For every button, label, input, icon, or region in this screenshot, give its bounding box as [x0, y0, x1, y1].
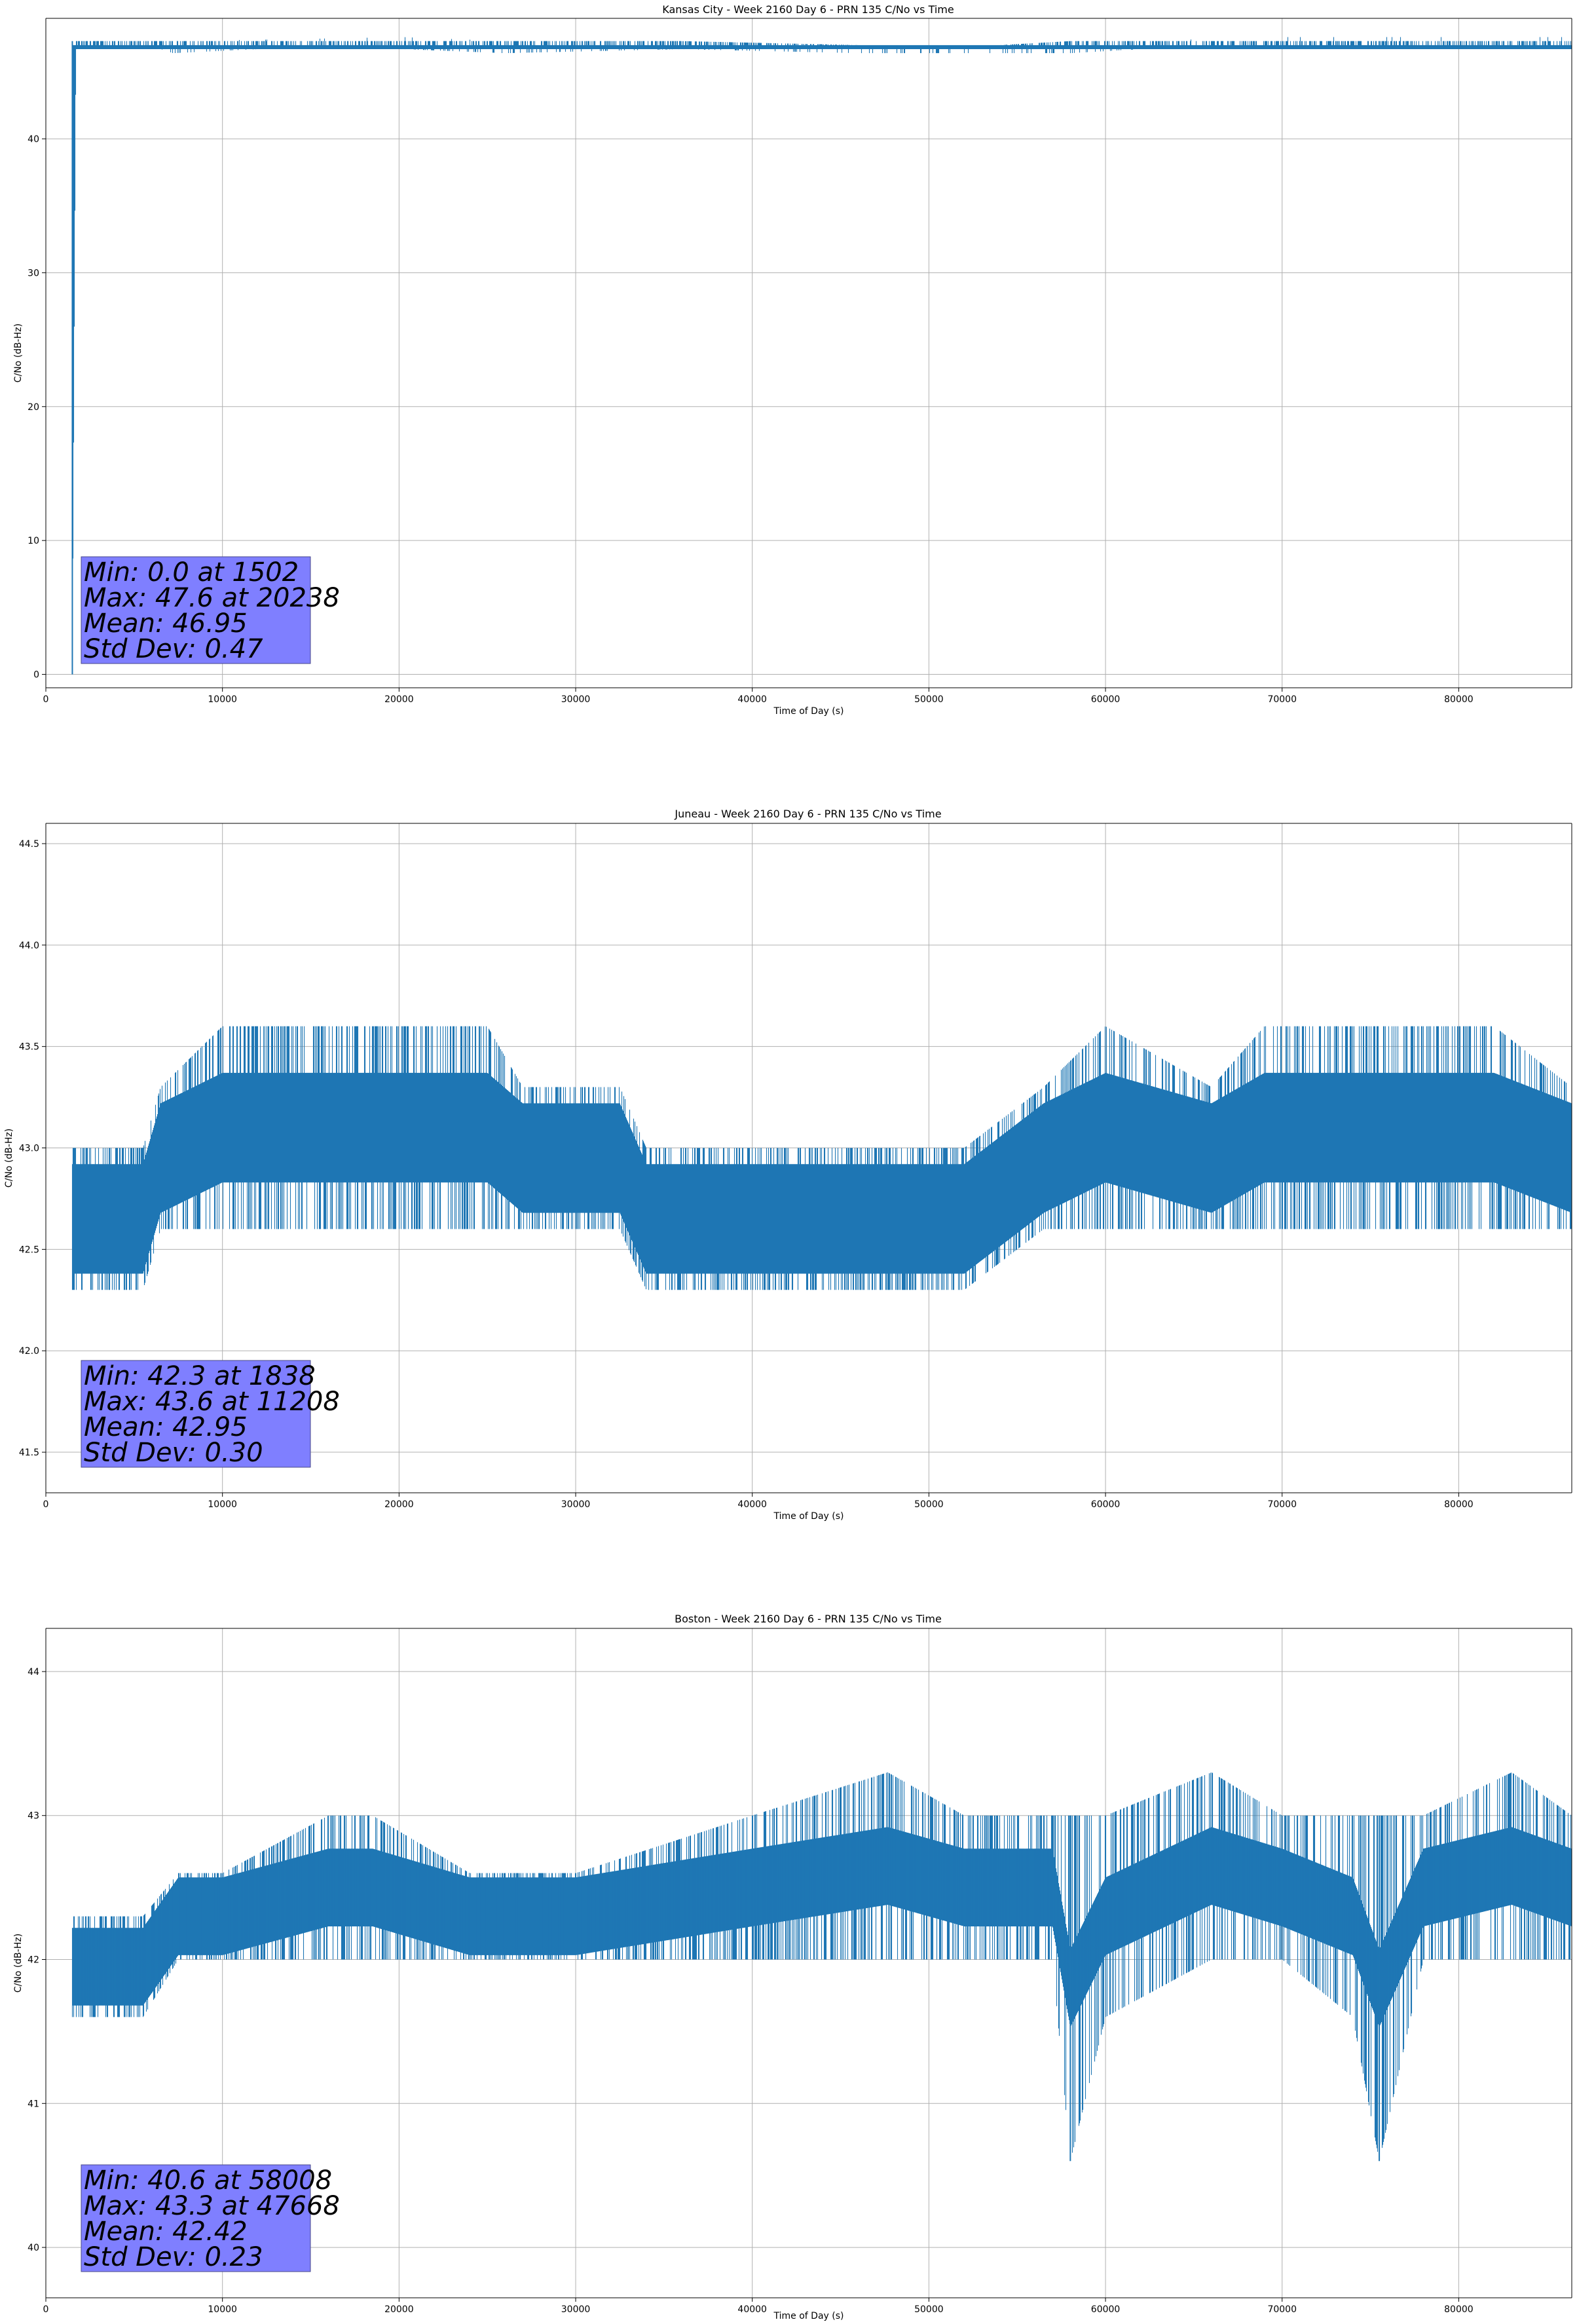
- y-tick-label: 42.0: [19, 1346, 39, 1357]
- chart-juneau: Juneau - Week 2160 Day 6 - PRN 135 C/No …: [4, 808, 1572, 1522]
- stats-max: Max: 47.6 at 20238: [84, 583, 340, 613]
- chart-kansas-city: Kansas City - Week 2160 Day 6 - PRN 135 …: [13, 3, 1572, 717]
- x-axis-label: Time of Day (s): [773, 706, 844, 717]
- x-tick-label: 40000: [737, 1499, 767, 1510]
- x-axis-label: Time of Day (s): [773, 1511, 844, 1522]
- x-tick-label: 50000: [914, 1499, 944, 1510]
- y-tick-label: 41.5: [19, 1448, 39, 1458]
- x-tick-label: 60000: [1091, 694, 1121, 705]
- x-tick-label: 20000: [384, 694, 414, 705]
- x-tick-label: 20000: [384, 1499, 414, 1510]
- stats-box: [81, 1360, 311, 1468]
- y-tick-label: 10: [28, 536, 39, 546]
- y-tick-label: 43.0: [19, 1144, 39, 1154]
- y-tick-label: 43.5: [19, 1042, 39, 1053]
- y-tick-label: 30: [28, 268, 39, 278]
- y-tick-label: 20: [28, 402, 39, 413]
- x-tick-label: 30000: [561, 694, 591, 705]
- stats-min: Min: 42.3 at 1838: [84, 1361, 316, 1391]
- x-tick-label: 80000: [1444, 694, 1474, 705]
- chart-title: Boston - Week 2160 Day 6 - PRN 135 C/No …: [675, 1613, 942, 1625]
- stats-min: Min: 0.0 at 1502: [84, 557, 299, 588]
- series-cno: [71, 1026, 1572, 1290]
- x-tick-label: 60000: [1091, 1499, 1121, 1510]
- grid: [45, 18, 1572, 688]
- chart-title: Kansas City - Week 2160 Day 6 - PRN 135 …: [662, 3, 954, 16]
- stats-box: [81, 556, 311, 664]
- y-axis-label: C/No (dB-Hz): [4, 1129, 14, 1188]
- x-tick-label: 70000: [1267, 694, 1297, 705]
- y-tick-label: 42.5: [19, 1245, 39, 1255]
- y-tick-label: 40: [28, 134, 39, 145]
- x-tick-label: 70000: [1267, 1499, 1297, 1510]
- y-tick-label: 44.5: [19, 839, 39, 850]
- ticks: 0 10000 20000 30000 40000 50000 60000 70000 8000…: [19, 839, 1474, 1510]
- x-tick-label: 40000: [737, 694, 767, 705]
- x-tick-label: 0: [43, 694, 49, 705]
- x-tick-label: 80000: [1444, 1499, 1474, 1510]
- x-tick-label: 50000: [914, 694, 944, 705]
- x-tick-label: 10000: [208, 1499, 237, 1510]
- stats-max: Max: 43.6 at 11208: [84, 1387, 340, 1417]
- y-tick-label: 44.0: [19, 941, 39, 951]
- ticks: 0 10000 20000 30000 40000 50000 60000 70000 8000…: [28, 134, 1474, 705]
- stats-mean: Mean: 46.95: [84, 609, 248, 639]
- chart-title: Juneau - Week 2160 Day 6 - PRN 135 C/No …: [674, 808, 941, 820]
- x-tick-label: 10000: [208, 694, 237, 705]
- chart-boston: Boston - Week 2160 Day 6 - PRN 135 C/No …: [13, 1613, 1572, 2321]
- y-axis-label: C/No (dB-Hz): [13, 324, 24, 383]
- y-tick-label: 0: [33, 670, 39, 681]
- series-cno: [71, 37, 1572, 675]
- x-tick-label: 0: [43, 1499, 49, 1510]
- stats-std-dev: Std Dev: 0.47: [84, 634, 263, 664]
- series-cno: [71, 1772, 1572, 2162]
- x-tick-label: 30000: [561, 1499, 591, 1510]
- stats-std-dev: Std Dev: 0.30: [84, 1438, 263, 1468]
- stats-mean: Mean: 42.95: [84, 1412, 248, 1442]
